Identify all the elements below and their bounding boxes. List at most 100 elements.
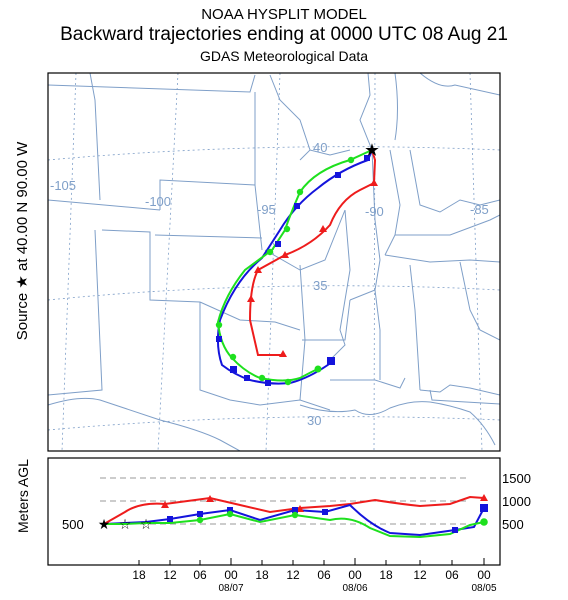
green-marker	[347, 156, 355, 164]
start-star-icon: ☆	[140, 516, 153, 532]
blue-marker	[230, 366, 237, 373]
lon-label-105: -105	[50, 178, 76, 193]
start-star-icon: ★	[98, 516, 111, 532]
lon-label-90: -90	[365, 204, 384, 219]
lat-label-40: 40	[313, 140, 327, 155]
model-title: NOAA HYSPLIT MODEL	[201, 6, 367, 23]
meridian-105	[61, 73, 77, 451]
red-height-marker	[206, 495, 214, 502]
blue-height-marker	[227, 507, 233, 513]
lat-label-30: 30	[307, 413, 321, 428]
met-data-title: GDAS Meteorological Data	[199, 48, 369, 64]
blue-trajectory-line	[216, 149, 373, 385]
green-markers	[215, 156, 355, 386]
height-profiles	[103, 495, 485, 539]
blue-height-marker	[480, 504, 488, 512]
trajectory-title: Backward trajectories ending at 0000 UTC…	[60, 24, 508, 45]
time-axis-ticks	[138, 558, 485, 565]
green-height-line	[104, 512, 485, 539]
trajectories	[216, 149, 377, 385]
map-labels: -105 -100 -95 -90 -85 40 35 30	[50, 140, 489, 428]
red-marker	[247, 295, 255, 302]
great-lakes-shoreline	[394, 73, 500, 141]
graticule	[48, 73, 500, 451]
time-date-labels: 08/07 08/06 08/05	[218, 583, 496, 594]
green-marker	[284, 378, 292, 386]
meridian-90	[373, 73, 376, 451]
red-marker	[254, 266, 262, 273]
red-height-marker	[480, 494, 488, 501]
start-star-icon: ☆	[119, 516, 132, 532]
red-markers	[247, 179, 378, 357]
meridian-100	[157, 73, 179, 451]
lon-label-100: -100	[145, 194, 171, 209]
blue-marker	[335, 172, 341, 178]
green-height-marker	[196, 516, 204, 524]
green-marker	[266, 248, 274, 256]
date-label: 08/06	[342, 583, 367, 594]
hour-label: 18	[132, 568, 146, 582]
parallel-35	[48, 285, 500, 301]
blue-marker	[265, 380, 271, 386]
hour-label: 06	[445, 568, 459, 582]
blue-marker	[364, 155, 370, 161]
hour-label: 00	[224, 568, 238, 582]
hour-label: 12	[286, 568, 300, 582]
green-marker	[215, 321, 223, 329]
trajectory-markers	[215, 155, 378, 386]
blue-marker	[244, 375, 250, 381]
green-marker	[229, 353, 237, 361]
height-panel: 1500 1000 500 500	[47, 457, 531, 566]
red-marker	[279, 350, 287, 357]
level-label-500: 500	[502, 517, 524, 532]
meridian-85	[469, 73, 483, 451]
blue-height-marker	[322, 509, 328, 515]
blue-marker	[327, 357, 335, 365]
gulf-coastline	[48, 397, 496, 451]
level-label-1000: 1000	[502, 494, 531, 509]
hour-label: 00	[348, 568, 362, 582]
time-axis: 18 12 06 00 18 12 06 00 18 12 06 00 08/0…	[132, 558, 497, 594]
time-hour-labels: 18 12 06 00 18 12 06 00 18 12 06 00	[132, 568, 491, 582]
meridian-95	[265, 73, 281, 451]
red-marker	[281, 251, 289, 258]
hour-label: 12	[163, 568, 177, 582]
green-marker	[314, 365, 322, 373]
blue-marker	[294, 203, 300, 209]
hour-label: 00	[477, 568, 491, 582]
hour-label: 18	[379, 568, 393, 582]
blue-height-marker	[292, 507, 298, 513]
hour-label: 06	[193, 568, 207, 582]
height-markers	[161, 494, 488, 533]
height-panel-frame	[47, 457, 501, 566]
parallel-30	[48, 416, 500, 431]
blue-marker	[216, 336, 222, 342]
source-star-icon: ★	[365, 142, 378, 159]
green-height-marker	[291, 511, 299, 519]
red-marker	[319, 225, 327, 232]
green-marker	[283, 225, 291, 233]
hour-label: 12	[413, 568, 427, 582]
height-level-labels: 1500 1000 500 500	[62, 471, 531, 532]
red-height-line	[103, 495, 485, 525]
date-label: 08/05	[471, 583, 496, 594]
start-level-label: 500	[62, 517, 84, 532]
green-marker	[296, 188, 304, 196]
blue-height-line	[103, 503, 485, 537]
blue-marker	[275, 241, 281, 247]
state-borders	[48, 73, 500, 411]
level-label-1500: 1500	[502, 471, 531, 486]
hour-label: 18	[255, 568, 269, 582]
date-label: 08/07	[218, 583, 243, 594]
map-frame	[47, 72, 501, 452]
lat-label-35: 35	[313, 278, 327, 293]
lon-label-95: -95	[257, 202, 276, 217]
base-map	[48, 73, 500, 451]
blue-markers	[216, 155, 370, 386]
red-marker	[370, 179, 378, 186]
parallel-40	[48, 146, 500, 161]
lon-label-85: -85	[470, 202, 489, 217]
green-height-marker	[480, 518, 488, 526]
green-marker	[258, 374, 266, 382]
start-stars: ★ ☆ ☆	[98, 516, 153, 532]
